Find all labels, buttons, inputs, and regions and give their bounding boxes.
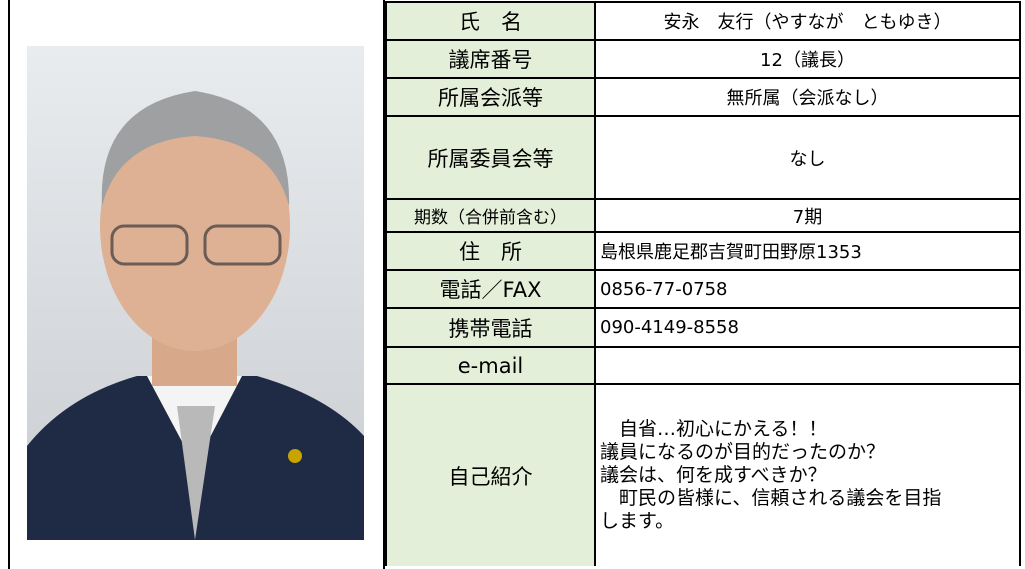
table-row: 電話／FAX 0856-77-0758 (385, 269, 1021, 309)
row-label: e-mail (385, 346, 596, 385)
row-value: 7期 (594, 198, 1021, 233)
row-label: 電話／FAX (385, 269, 596, 309)
intro-line: 議員になるのが目的だったのか？ (600, 441, 886, 463)
row-label: 住 所 (385, 231, 596, 271)
portrait-photo (27, 46, 364, 540)
intro-line: します。 (600, 510, 675, 532)
table-row: 議席番号 12（議長） (385, 39, 1021, 79)
intro-line: 自省…初心にかえる！！ (600, 418, 828, 440)
row-label: 議席番号 (385, 39, 596, 79)
row-label: 自己紹介 (385, 383, 596, 566)
row-label: 氏 名 (385, 1, 596, 41)
row-value: 安永 友行（やすなが ともゆき） (594, 1, 1021, 41)
table-row: 携帯電話 090-4149-8558 (385, 307, 1021, 348)
table-row: 所属会派等 無所属（会派なし） (385, 77, 1021, 117)
profile-table: 氏 名安永 友行（やすなが ともゆき） 議席番号 12（議長） 所属会派等 無所属（会派… (385, 1, 1021, 566)
table-row: 住 所島根県鹿足郡吉賀町田野原1353 (385, 231, 1021, 271)
row-label: 所属会派等 (385, 77, 596, 117)
photo-cell (8, 0, 385, 569)
row-label: 携帯電話 (385, 307, 596, 348)
intro-line: 町民の皆様に、信頼される議会を目指 (600, 487, 942, 509)
row-value: 090-4149-8558 (594, 307, 1021, 348)
row-value: 島根県鹿足郡吉賀町田野原1353 (594, 231, 1021, 271)
table-row: 期数（合併前含む） 7期 (385, 198, 1021, 233)
intro-line: 議会は、何を成すべきか？ (600, 464, 827, 486)
row-label: 期数（合併前含む） (385, 198, 596, 233)
table-row: 所属委員会等 なし (385, 115, 1021, 200)
row-value: 0856-77-0758 (594, 269, 1021, 309)
row-label: 所属委員会等 (385, 115, 596, 200)
intro-text: 自省…初心にかえる！！ 議員になるのが目的だったのか？ 議会は、何を成すべきか？ 町… (594, 383, 1021, 566)
row-value (594, 346, 1021, 385)
table-row: e-mail (385, 346, 1021, 385)
table-row: 氏 名安永 友行（やすなが ともゆき） (385, 1, 1021, 41)
row-value: 無所属（会派なし） (594, 77, 1021, 117)
row-value: なし (594, 115, 1021, 200)
row-value: 12（議長） (594, 39, 1021, 79)
table-row: 自己紹介 自省…初心にかえる！！ 議員になるのが目的だったのか？ 議会は、何を成すべ… (385, 383, 1021, 566)
